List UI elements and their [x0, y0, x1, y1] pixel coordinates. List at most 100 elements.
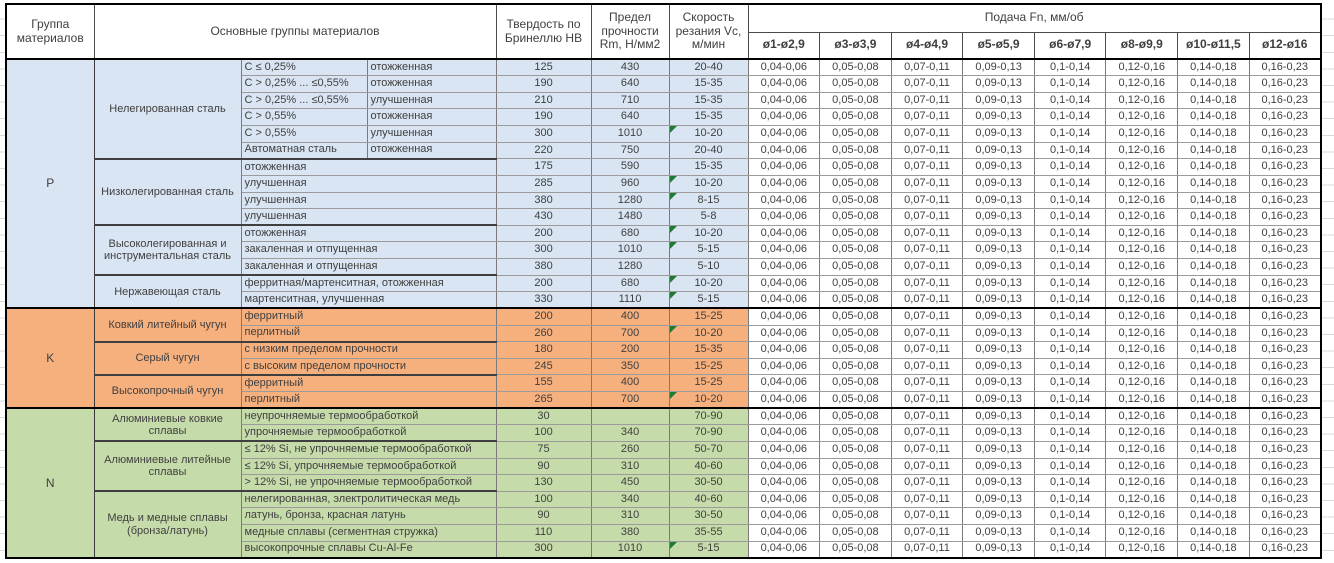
hardness-cell: 125 — [495, 58, 592, 77]
feed-value-cell: 0,07-0,11 — [890, 490, 964, 509]
hardness-cell: 110 — [495, 524, 592, 542]
feed-value-cell: 0,04-0,06 — [747, 440, 821, 459]
feed-value-cell: 0,07-0,11 — [890, 307, 964, 326]
feed-value-cell: 0,14-0,18 — [1177, 307, 1250, 326]
strength-cell: 680 — [590, 224, 670, 243]
feed-value-cell: 0,1-0,14 — [1033, 457, 1107, 476]
feed-value-cell: 0,16-0,23 — [1248, 474, 1322, 492]
material-state-cell: нелегированная, электролитическая медь — [240, 490, 497, 509]
feed-value-cell: 0,12-0,16 — [1105, 75, 1179, 93]
feed-value-cell: 0,12-0,16 — [1105, 158, 1179, 176]
feed-value-cell: 0,04-0,06 — [747, 191, 821, 210]
material-state-cell: отожженная — [366, 75, 497, 93]
right-gridline-gutter — [1320, 3, 1334, 563]
feed-value-cell: 0,14-0,18 — [1177, 407, 1250, 426]
feed-value-cell: 0,16-0,23 — [1248, 440, 1322, 459]
table-row: P Нелегированная сталь C ≤ 0,25% отожженная… — [5, 57, 1322, 309]
strength-cell: 1480 — [590, 208, 670, 226]
feed-value-cell: 0,07-0,11 — [890, 391, 964, 409]
feed-value-cell: 0,1-0,14 — [1033, 374, 1107, 392]
strength-cell: 1280 — [590, 191, 670, 210]
feed-value-cell: 0,05-0,08 — [819, 324, 892, 343]
left-gridline-gutter — [0, 3, 5, 563]
comment-flag-icon — [670, 176, 677, 183]
strength-cell: 450 — [590, 474, 670, 492]
feed-value-cell: 0,04-0,06 — [747, 274, 821, 293]
material-subgroup-cell: Медь и медные сплавы (бронза/латунь) — [93, 490, 242, 559]
feed-value-cell: 0,05-0,08 — [819, 391, 892, 409]
feed-value-cell: 0,04-0,06 — [747, 241, 821, 259]
strength-cell: 310 — [590, 457, 670, 476]
header-diameter-range: ø4-ø4,9 — [890, 31, 964, 60]
feed-value-cell: 0,14-0,18 — [1177, 125, 1250, 143]
material-state-cell: улучшенная — [240, 174, 497, 193]
material-state-cell: с высоким пределом прочности — [240, 357, 497, 376]
material-state-cell: перлитный — [240, 391, 497, 409]
header-diameter-range: ø5-ø5,9 — [962, 31, 1035, 60]
material-subgroup-cell: Нелегированная сталь — [93, 58, 242, 160]
cutting-speed-cell: 15-35 — [668, 158, 749, 176]
feed-value-cell: 0,07-0,11 — [890, 108, 964, 126]
strength-cell: 960 — [590, 174, 670, 193]
table-row: ≤ 12% Si, упрочняемые термообработкой 90 3… — [6, 457, 1322, 476]
feed-value-cell: 0,1-0,14 — [1033, 424, 1107, 442]
cutting-speed-cell: 30-50 — [668, 507, 749, 525]
feed-value-cell: 0,16-0,23 — [1248, 91, 1322, 110]
cutting-speed-cell: 15-25 — [668, 374, 749, 392]
feed-value-cell: 0,1-0,14 — [1033, 474, 1107, 492]
material-state-cell: улучшенная — [366, 91, 497, 110]
cutting-speed-cell: 15-35 — [668, 75, 749, 93]
feed-value-cell: 0,09-0,13 — [962, 540, 1035, 559]
feed-value-cell: 0,1-0,14 — [1033, 307, 1107, 326]
feed-value-cell: 0,14-0,18 — [1177, 357, 1250, 376]
feed-value-cell: 0,16-0,23 — [1248, 341, 1322, 359]
table-row: N Алюминиевые ковкие сплавы неупрочняемые … — [5, 407, 1322, 559]
hardness-cell: 90 — [495, 507, 592, 525]
feed-value-cell: 0,1-0,14 — [1033, 391, 1107, 409]
cutting-speed-cell: 15-35 — [668, 91, 749, 110]
table-row: медные сплавы (сегментная стружка) 110 380… — [6, 524, 1322, 542]
hardness-cell: 200 — [495, 224, 592, 243]
material-group-cell: P — [5, 57, 95, 309]
feed-value-cell: 0,12-0,16 — [1105, 407, 1179, 426]
feed-value-cell: 0,12-0,16 — [1105, 324, 1179, 343]
table-row: упрочняемые термообработкой 100 340 70-90 0,… — [6, 424, 1322, 442]
feed-value-cell: 0,14-0,18 — [1177, 324, 1250, 343]
cutting-speed-cell: 40-60 — [668, 490, 749, 509]
feed-value-cell: 0,09-0,13 — [962, 457, 1035, 476]
feed-value-cell: 0,04-0,06 — [747, 258, 821, 276]
feed-value-cell: 0,12-0,16 — [1105, 58, 1179, 77]
hardness-cell: 130 — [495, 474, 592, 492]
comment-flag-icon — [670, 226, 677, 233]
comment-flag-icon — [670, 242, 677, 250]
feed-value-cell: 0,04-0,06 — [747, 108, 821, 126]
feed-value-cell: 0,09-0,13 — [962, 91, 1035, 110]
feed-value-cell: 0,1-0,14 — [1033, 224, 1107, 243]
feed-value-cell: 0,05-0,08 — [819, 241, 892, 259]
feed-value-cell: 0,14-0,18 — [1177, 158, 1250, 176]
strength-cell: 1010 — [590, 241, 670, 259]
header-material-group: Группа материалов — [5, 3, 95, 60]
material-subgroup-cell: Высоколегированная и инструментальная ст… — [93, 224, 242, 276]
feed-value-cell: 0,04-0,06 — [747, 208, 821, 226]
material-state-cell: ферритная/мартенситная, отожженная — [240, 274, 497, 293]
feed-value-cell: 0,12-0,16 — [1105, 108, 1179, 126]
feed-value-cell: 0,05-0,08 — [819, 490, 892, 509]
feed-value-cell: 0,07-0,11 — [890, 75, 964, 93]
material-group-cell: N — [5, 407, 95, 559]
feed-value-cell: 0,16-0,23 — [1248, 208, 1322, 226]
hardness-cell: 330 — [495, 291, 592, 309]
table-row: улучшенная 430 1480 5-8 0,04-0,06 0,05-0,08 0,… — [6, 208, 1322, 226]
feed-value-cell: 0,09-0,13 — [962, 474, 1035, 492]
table-row: Высоколегированная и инструментальная ст… — [6, 224, 1322, 276]
hardness-cell: 190 — [495, 108, 592, 126]
feed-value-cell: 0,1-0,14 — [1033, 191, 1107, 210]
feed-value-cell: 0,12-0,16 — [1105, 391, 1179, 409]
feed-value-cell: 0,09-0,13 — [962, 191, 1035, 210]
material-subgroup-cell: Низколегированная сталь — [93, 157, 242, 226]
cutting-speed-cell: 10-20 — [668, 324, 749, 343]
feed-value-cell: 0,12-0,16 — [1105, 341, 1179, 359]
feed-value-cell: 0,07-0,11 — [890, 474, 964, 492]
feed-value-cell: 0,16-0,23 — [1248, 291, 1322, 309]
